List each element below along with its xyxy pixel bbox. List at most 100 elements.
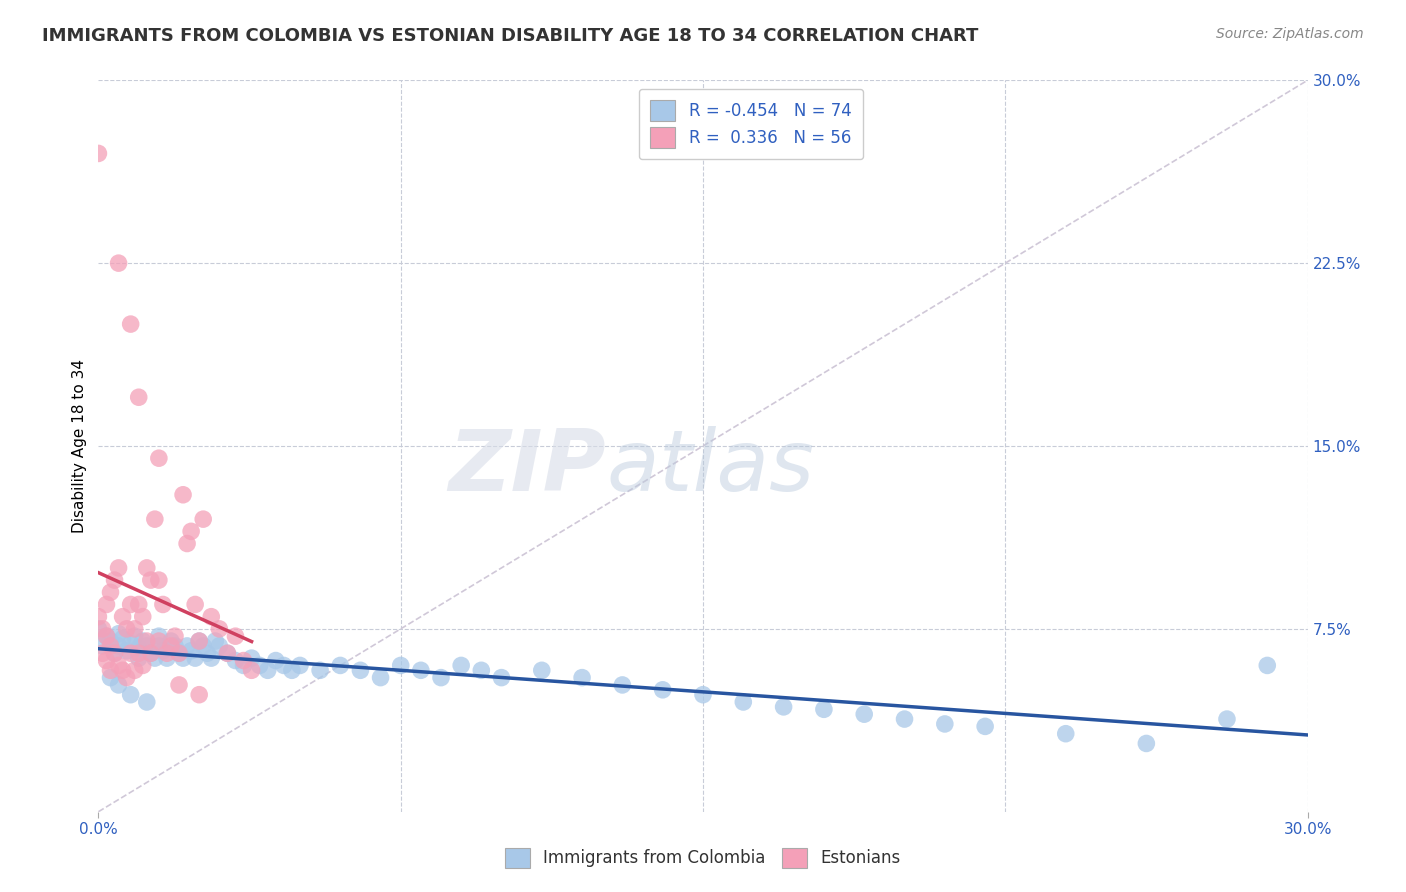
Text: Source: ZipAtlas.com: Source: ZipAtlas.com xyxy=(1216,27,1364,41)
Point xyxy=(87,609,110,624)
Point xyxy=(100,663,122,677)
Legend: R = -0.454   N = 74, R =  0.336   N = 56: R = -0.454 N = 74, R = 0.336 N = 56 xyxy=(638,88,863,160)
Point xyxy=(115,622,138,636)
Point xyxy=(389,658,412,673)
Point xyxy=(100,634,122,648)
Point xyxy=(148,634,170,648)
Point xyxy=(148,573,170,587)
Point xyxy=(87,146,110,161)
Point xyxy=(813,702,835,716)
Point xyxy=(188,634,211,648)
Point xyxy=(184,598,207,612)
Text: IMMIGRANTS FROM COLOMBIA VS ESTONIAN DISABILITY AGE 18 TO 34 CORRELATION CHART: IMMIGRANTS FROM COLOMBIA VS ESTONIAN DIS… xyxy=(42,27,979,45)
Point xyxy=(111,632,134,646)
Point xyxy=(217,646,239,660)
Point xyxy=(450,658,472,673)
Point xyxy=(224,654,246,668)
Point xyxy=(160,639,183,653)
Point xyxy=(135,695,157,709)
Point xyxy=(107,639,129,653)
Point xyxy=(124,629,146,643)
Point xyxy=(329,658,352,673)
Point xyxy=(96,598,118,612)
Point xyxy=(139,646,162,660)
Point xyxy=(208,639,231,653)
Point xyxy=(139,573,162,587)
Point xyxy=(148,451,170,466)
Text: atlas: atlas xyxy=(606,426,814,509)
Point xyxy=(91,622,114,636)
Point xyxy=(163,639,186,653)
Point xyxy=(193,639,215,653)
Point xyxy=(195,646,218,660)
Point xyxy=(160,634,183,648)
Point xyxy=(1135,736,1157,750)
Text: ZIP: ZIP xyxy=(449,426,606,509)
Point xyxy=(188,634,211,648)
Point xyxy=(124,622,146,636)
Point xyxy=(240,651,263,665)
Point xyxy=(288,658,311,673)
Point xyxy=(143,512,166,526)
Point xyxy=(1256,658,1278,673)
Point xyxy=(1216,712,1239,726)
Point xyxy=(87,622,110,636)
Point xyxy=(100,585,122,599)
Point xyxy=(232,658,254,673)
Point xyxy=(163,629,186,643)
Point xyxy=(180,524,202,539)
Point xyxy=(128,651,150,665)
Point xyxy=(96,629,118,643)
Point xyxy=(470,663,492,677)
Point xyxy=(232,654,254,668)
Point xyxy=(184,651,207,665)
Point xyxy=(96,629,118,643)
Point xyxy=(176,536,198,550)
Point xyxy=(176,639,198,653)
Point xyxy=(409,663,432,677)
Point xyxy=(152,598,174,612)
Point xyxy=(204,634,226,648)
Point xyxy=(974,719,997,733)
Point xyxy=(115,644,138,658)
Point xyxy=(893,712,915,726)
Point xyxy=(167,646,190,660)
Point xyxy=(188,688,211,702)
Point xyxy=(107,626,129,640)
Point xyxy=(148,639,170,653)
Point xyxy=(217,646,239,660)
Point xyxy=(124,663,146,677)
Point xyxy=(132,609,155,624)
Point xyxy=(180,644,202,658)
Y-axis label: Disability Age 18 to 34: Disability Age 18 to 34 xyxy=(72,359,87,533)
Point xyxy=(135,561,157,575)
Point xyxy=(167,646,190,660)
Point xyxy=(100,671,122,685)
Point xyxy=(103,646,125,660)
Point xyxy=(139,646,162,660)
Point xyxy=(120,317,142,331)
Point xyxy=(240,663,263,677)
Point xyxy=(103,573,125,587)
Point xyxy=(143,651,166,665)
Point xyxy=(156,646,179,660)
Point xyxy=(107,658,129,673)
Point xyxy=(651,682,673,697)
Point xyxy=(273,658,295,673)
Point xyxy=(167,678,190,692)
Point xyxy=(107,561,129,575)
Point xyxy=(91,639,114,653)
Point xyxy=(107,678,129,692)
Point xyxy=(128,641,150,656)
Point xyxy=(128,598,150,612)
Point xyxy=(491,671,513,685)
Point xyxy=(256,663,278,677)
Point xyxy=(111,609,134,624)
Point xyxy=(135,634,157,648)
Point xyxy=(772,699,794,714)
Point xyxy=(156,651,179,665)
Point xyxy=(200,609,222,624)
Point xyxy=(370,671,392,685)
Point xyxy=(692,688,714,702)
Point xyxy=(115,671,138,685)
